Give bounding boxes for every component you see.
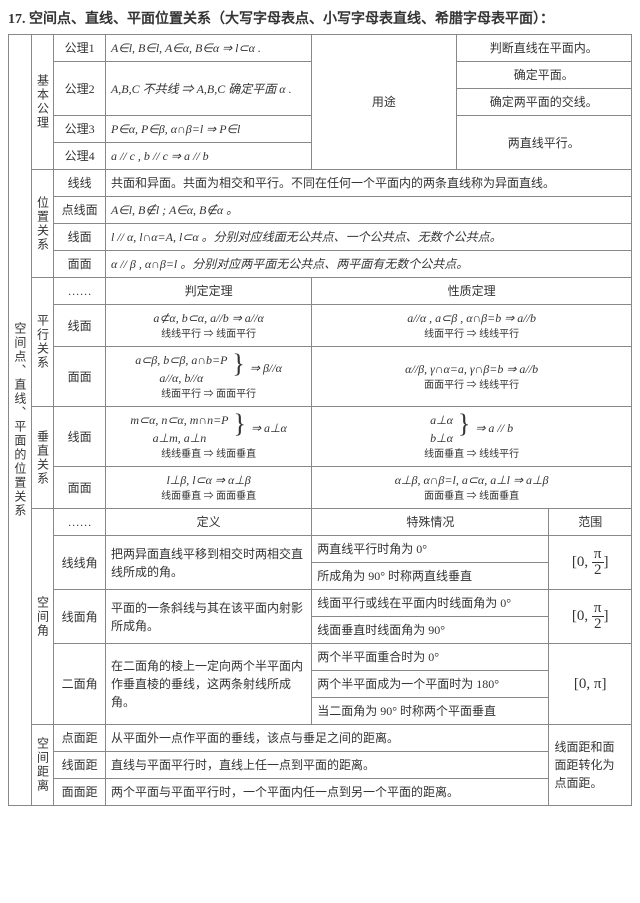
pos-text: α // β , α∩β=l 。分别对应两平面无公共点、两平面有无数个公共点。 bbox=[105, 251, 631, 278]
right-brace-icon: } bbox=[232, 409, 248, 438]
pos-name: 线线 bbox=[54, 170, 106, 197]
header-special: 特殊情况 bbox=[312, 509, 549, 536]
axiom-name: 公理4 bbox=[54, 143, 106, 170]
dist-name: 点面距 bbox=[54, 725, 106, 752]
left-bracket-icon: [ bbox=[572, 554, 577, 570]
perp-property: α⊥β, α∩β=l, a⊂α, a⊥l ⇒ a⊥β 面面垂直 ⇒ 线面垂直 bbox=[312, 467, 632, 509]
header-theorem: 判定定理 bbox=[105, 278, 311, 305]
angle-def: 把两异面直线平移到相交时两相交直线所成的角。 bbox=[105, 536, 311, 590]
axiom-formula: A∈l, B∈l, A∈α, B∈α ⇒ l⊂α . bbox=[105, 35, 311, 62]
perp-name: 线面 bbox=[54, 407, 106, 467]
axiom-use: 确定两平面的交线。 bbox=[456, 89, 631, 116]
axiom-formula: A,B,C 不共线 ⇒ A,B,C 确定平面 α . bbox=[105, 62, 311, 116]
para-property: a//α , a⊂β , α∩β=b ⇒ a//b 线面平行 ⇒ 线线平行 bbox=[312, 305, 632, 347]
dist-text: 直线与平面平行时，直线上任一点到平面的距离。 bbox=[105, 752, 549, 779]
axiom-use: 两直线平行。 bbox=[456, 116, 631, 170]
perp-name: 面面 bbox=[54, 467, 106, 509]
perp-theorem: m⊂α, n⊂α, m∩n=P a⊥m, a⊥n } ⇒ a⊥α 线线垂直 ⇒ … bbox=[105, 407, 311, 467]
angle-vlabel: 空间角 bbox=[31, 509, 54, 725]
para-name: 面面 bbox=[54, 347, 106, 407]
main-vlabel: 空间点、直线、平面的位置关系 bbox=[9, 35, 32, 806]
right-bracket-icon: ] bbox=[602, 676, 607, 692]
angle-def: 平面的一条斜线与其在该平面内射影所成角。 bbox=[105, 590, 311, 644]
pos-text: l // α, l∩α=A, l⊂α 。分别对应线面无公共点、一个公共点、无数个… bbox=[105, 224, 631, 251]
axiom-use: 确定平面。 bbox=[456, 62, 631, 89]
para-theorem: a⊂β, b⊂β, a∩b=P a//α, b//α } ⇒ β//α 线面平行… bbox=[105, 347, 311, 407]
angle-special: 两直线平行时角为 0° bbox=[312, 536, 549, 563]
angle-name: 线面角 bbox=[54, 590, 106, 644]
header-def: 定义 bbox=[105, 509, 311, 536]
main-table: 空间点、直线、平面的位置关系 基本公理 公理1 A∈l, B∈l, A∈α, B… bbox=[8, 34, 632, 806]
angle-special: 线面垂直时线面角为 90° bbox=[312, 617, 549, 644]
header-blank: …… bbox=[54, 509, 106, 536]
dist-note: 线面距和面面距转化为点面距。 bbox=[549, 725, 632, 806]
page-title: 17. 空间点、直线、平面位置关系（大写字母表点、小写字母表直线、希腊字母表平面… bbox=[8, 8, 632, 28]
right-bracket-icon: ] bbox=[604, 554, 609, 570]
right-brace-icon: } bbox=[230, 349, 246, 378]
angle-special: 所成角为 90° 时称两直线垂直 bbox=[312, 563, 549, 590]
para-name: 线面 bbox=[54, 305, 106, 347]
left-bracket-icon: [ bbox=[572, 608, 577, 624]
perp-vlabel: 垂直关系 bbox=[31, 407, 54, 509]
angle-special: 两个半平面成为一个平面时为 180° bbox=[312, 671, 549, 698]
right-brace-icon: } bbox=[456, 409, 472, 438]
pos-text: A∈l, B∉l ; A∈α, B∉α 。 bbox=[105, 197, 631, 224]
angle-range: [0, π] bbox=[549, 644, 632, 725]
dist-name: 线面距 bbox=[54, 752, 106, 779]
angle-special: 两个半平面重合时为 0° bbox=[312, 644, 549, 671]
header-property: 性质定理 bbox=[312, 278, 632, 305]
header-range: 范围 bbox=[549, 509, 632, 536]
header-blank: …… bbox=[54, 278, 106, 305]
axiom-name: 公理1 bbox=[54, 35, 106, 62]
axiom-formula: P∈α, P∈β, α∩β=l ⇒ P∈l bbox=[105, 116, 311, 143]
para-vlabel: 平行关系 bbox=[31, 278, 54, 407]
pos-text: 共面和异面。共面为相交和平行。不同在任何一个平面内的两条直线称为异面直线。 bbox=[105, 170, 631, 197]
pos-vlabel: 位置关系 bbox=[31, 170, 54, 278]
axiom-use: 判断直线在平面内。 bbox=[456, 35, 631, 62]
dist-text: 从平面外一点作平面的垂线，该点与垂足之间的距离。 bbox=[105, 725, 549, 752]
para-property: α//β, γ∩α=a, γ∩β=b ⇒ a//b 面面平行 ⇒ 线线平行 bbox=[312, 347, 632, 407]
angle-range: [0, π2] bbox=[549, 536, 632, 590]
pos-name: 点线面 bbox=[54, 197, 106, 224]
dist-vlabel: 空间距离 bbox=[31, 725, 54, 806]
dist-name: 面面距 bbox=[54, 779, 106, 806]
right-bracket-icon: ] bbox=[604, 608, 609, 624]
pos-name: 面面 bbox=[54, 251, 106, 278]
pos-name: 线面 bbox=[54, 224, 106, 251]
angle-def: 在二面角的棱上一定向两个半平面内作垂直棱的垂线，这两条射线所成角。 bbox=[105, 644, 311, 725]
para-theorem: a⊄α, b⊂α, a//b ⇒ a//α 线线平行 ⇒ 线面平行 bbox=[105, 305, 311, 347]
axiom-formula: a // c , b // c ⇒ a // b bbox=[105, 143, 311, 170]
axiom-name: 公理2 bbox=[54, 62, 106, 116]
angle-name: 二面角 bbox=[54, 644, 106, 725]
angle-name: 线线角 bbox=[54, 536, 106, 590]
angle-special: 线面平行或线在平面内时线面角为 0° bbox=[312, 590, 549, 617]
perp-property: a⊥α b⊥α } ⇒ a // b 线面垂直 ⇒ 线线平行 bbox=[312, 407, 632, 467]
angle-range: [0, π2] bbox=[549, 590, 632, 644]
axiom-name: 公理3 bbox=[54, 116, 106, 143]
axioms-vlabel: 基本公理 bbox=[31, 35, 54, 170]
use-label: 用途 bbox=[312, 35, 456, 170]
perp-theorem: l⊥β, l⊂α ⇒ α⊥β 线面垂直 ⇒ 面面垂直 bbox=[105, 467, 311, 509]
left-bracket-icon: [ bbox=[574, 676, 579, 692]
angle-special: 当二面角为 90° 时称两个平面垂直 bbox=[312, 698, 549, 725]
dist-text: 两个平面与平面平行时，一个平面内任一点到另一个平面的距离。 bbox=[105, 779, 549, 806]
